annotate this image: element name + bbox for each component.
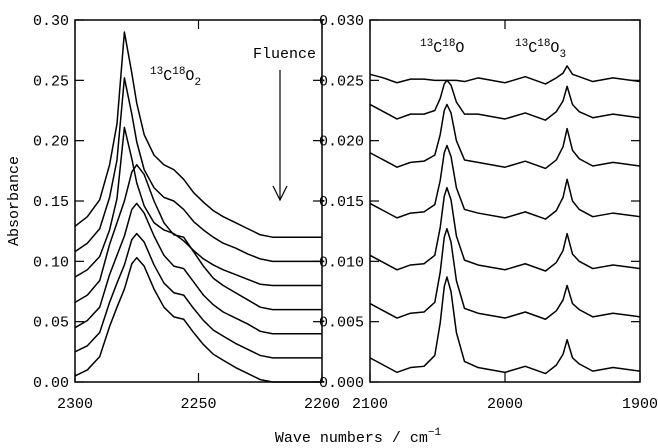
annotation: 13C18O3 <box>515 38 566 61</box>
x-axis-label-sup: −1 <box>428 427 442 439</box>
spectrum-line <box>369 144 641 220</box>
y-tick-label: 0.000 <box>319 375 364 392</box>
spectrum-line <box>74 232 322 359</box>
right-frame <box>369 19 641 383</box>
x-tick-label: 2250 <box>180 396 216 413</box>
annotation-text: C <box>163 68 172 85</box>
spectrum-line <box>74 31 322 238</box>
annotation-sup: 18 <box>442 38 455 50</box>
x-tick-label: 2200 <box>304 396 340 413</box>
left-frame <box>74 19 323 383</box>
y-tick-label: 0.010 <box>319 254 364 271</box>
annotation-sup: 13 <box>150 66 163 78</box>
annotation-text: C <box>528 40 537 57</box>
y-tick-label: 0.25 <box>33 73 69 90</box>
spectrum-line <box>369 103 641 170</box>
y-tick-label: 0.020 <box>319 134 364 151</box>
spectrum-line <box>369 276 641 375</box>
annotation-text: O <box>455 40 464 57</box>
annotation-text: C <box>433 40 442 57</box>
y-tick-label: 0.015 <box>319 194 364 211</box>
y-tick-label: 0.15 <box>33 194 69 211</box>
spectrum-line <box>369 79 641 121</box>
spectrum-line <box>369 186 641 272</box>
y-tick-label: 0.005 <box>319 315 364 332</box>
x-tick-label: 2100 <box>352 396 388 413</box>
y-tick-label: 0.030 <box>319 13 364 30</box>
y-axis-label: Absorbance <box>6 156 23 246</box>
annotation: Fluence <box>253 46 316 63</box>
spectrum-line <box>369 65 641 85</box>
x-axis-label: Wave numbers / cm−1 <box>275 427 442 447</box>
annotation: 13C18O <box>420 38 464 57</box>
x-tick-label: 2000 <box>487 396 523 413</box>
annotation-text: O <box>550 40 559 57</box>
spectrum-line <box>74 77 322 263</box>
x-axis-label-text: Wave numbers / cm <box>275 430 428 447</box>
y-tick-label: 0.05 <box>33 315 69 332</box>
annotation: 13C18O2 <box>150 66 201 89</box>
y-tick-label: 0.10 <box>33 254 69 271</box>
annotation-sub: 3 <box>559 49 566 61</box>
spectrum-line <box>74 202 322 335</box>
fluence-arrowhead <box>272 185 288 202</box>
annotation-sup: 18 <box>537 38 550 50</box>
spectrum-line <box>74 256 322 383</box>
y-tick-label: 0.025 <box>319 73 364 90</box>
annotation-text: O <box>185 68 194 85</box>
y-tick-label: 0.00 <box>33 375 69 392</box>
annotation-sub: 2 <box>194 77 201 89</box>
x-tick-label: 2300 <box>57 396 93 413</box>
y-tick-label: 0.20 <box>33 134 69 151</box>
x-tick-label: 1900 <box>622 396 658 413</box>
y-tick-label: 0.30 <box>33 13 69 30</box>
spectrum-line <box>74 164 322 311</box>
spectrum-line <box>369 228 641 320</box>
annotation-sup: 18 <box>172 66 185 78</box>
spectrum-line <box>74 126 322 287</box>
annotation-sup: 13 <box>420 38 433 50</box>
annotation-sup: 13 <box>515 38 528 50</box>
